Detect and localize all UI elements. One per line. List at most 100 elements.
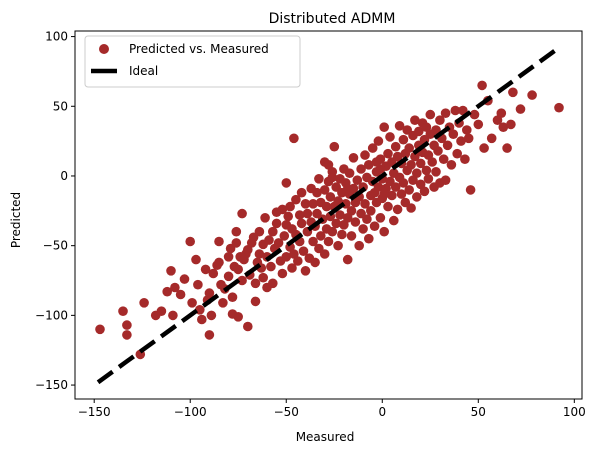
data-point bbox=[166, 266, 176, 276]
data-point bbox=[281, 178, 292, 188]
data-point bbox=[379, 226, 390, 237]
data-point bbox=[254, 226, 265, 237]
data-point bbox=[435, 115, 445, 125]
data-point bbox=[458, 105, 468, 116]
x-axis-label: Measured bbox=[296, 430, 355, 444]
data-point bbox=[375, 164, 386, 174]
data-point bbox=[406, 203, 416, 213]
data-point bbox=[350, 217, 361, 227]
data-point bbox=[421, 122, 432, 132]
plot-frame bbox=[74, 30, 583, 400]
data-point bbox=[352, 175, 363, 185]
data-point bbox=[460, 154, 470, 164]
y-tick-label: 100 bbox=[45, 30, 68, 44]
data-point bbox=[162, 286, 172, 297]
data-point bbox=[396, 189, 407, 199]
data-point bbox=[268, 278, 278, 289]
data-point bbox=[554, 102, 564, 113]
data-point bbox=[369, 221, 380, 231]
data-point bbox=[335, 210, 345, 220]
data-point bbox=[463, 133, 474, 144]
ideal-line bbox=[96, 45, 561, 385]
data-point bbox=[404, 185, 415, 195]
data-point bbox=[383, 201, 393, 212]
data-point bbox=[425, 109, 436, 120]
y-tick-label: −150 bbox=[35, 378, 68, 392]
y-axis: −150 −100 −50 0 50 100 bbox=[35, 30, 75, 392]
data-point bbox=[185, 236, 195, 247]
x-tick-label: 100 bbox=[563, 405, 586, 419]
data-point bbox=[333, 240, 343, 251]
x-tick-label: 50 bbox=[471, 405, 486, 419]
data-point bbox=[233, 312, 243, 322]
data-point bbox=[527, 90, 537, 100]
data-point bbox=[415, 158, 426, 169]
data-point bbox=[204, 288, 215, 298]
data-point bbox=[383, 148, 393, 159]
data-point bbox=[118, 306, 128, 317]
data-point bbox=[170, 282, 180, 293]
data-point bbox=[323, 160, 334, 170]
data-point bbox=[389, 215, 399, 226]
legend-box bbox=[84, 35, 301, 88]
data-point bbox=[431, 167, 441, 177]
x-tick-label: −100 bbox=[174, 405, 207, 419]
data-point bbox=[367, 143, 378, 153]
data-point bbox=[360, 199, 370, 209]
data-point bbox=[438, 154, 449, 164]
data-point bbox=[440, 108, 451, 118]
data-point bbox=[298, 246, 309, 256]
data-point bbox=[294, 210, 305, 220]
legend: Predicted vs. Measured Ideal bbox=[84, 35, 301, 88]
data-point bbox=[339, 220, 349, 230]
data-point bbox=[331, 218, 342, 229]
data-point bbox=[337, 229, 347, 240]
data-point bbox=[327, 226, 338, 237]
data-point bbox=[258, 272, 269, 283]
data-point bbox=[95, 324, 105, 335]
data-point bbox=[508, 87, 518, 98]
data-point bbox=[323, 176, 334, 187]
data-point bbox=[342, 213, 353, 223]
data-point bbox=[271, 218, 282, 229]
data-point bbox=[456, 136, 466, 146]
data-point bbox=[310, 257, 320, 268]
data-point bbox=[346, 206, 357, 216]
data-point bbox=[300, 199, 311, 209]
data-point bbox=[243, 321, 253, 332]
y-axis-label: Predicted bbox=[9, 192, 23, 248]
data-point bbox=[373, 136, 384, 146]
data-point bbox=[329, 141, 340, 152]
y-tick-label: 0 bbox=[60, 169, 68, 183]
data-point bbox=[289, 249, 299, 259]
data-point bbox=[473, 119, 484, 130]
data-point bbox=[406, 160, 416, 170]
data-point bbox=[371, 157, 382, 167]
data-point bbox=[452, 148, 463, 159]
data-point bbox=[398, 178, 409, 188]
data-point bbox=[231, 238, 242, 248]
data-point bbox=[410, 151, 420, 162]
data-point bbox=[450, 105, 461, 116]
data-point bbox=[325, 192, 336, 202]
data-point bbox=[237, 275, 247, 286]
data-point bbox=[442, 140, 453, 151]
data-point bbox=[498, 122, 509, 132]
data-point bbox=[486, 133, 497, 144]
data-point bbox=[354, 240, 365, 251]
data-point bbox=[279, 231, 290, 241]
data-point bbox=[168, 310, 178, 321]
data-point bbox=[362, 214, 372, 224]
data-point bbox=[419, 186, 430, 197]
data-point bbox=[268, 226, 278, 237]
data-point bbox=[191, 254, 201, 265]
data-point bbox=[237, 208, 247, 219]
data-point bbox=[385, 132, 395, 142]
data-point bbox=[206, 310, 217, 321]
data-point bbox=[394, 121, 405, 131]
data-point bbox=[214, 236, 224, 247]
data-point bbox=[477, 80, 487, 91]
data-point bbox=[281, 251, 292, 262]
y-tick-label: −50 bbox=[43, 239, 68, 253]
